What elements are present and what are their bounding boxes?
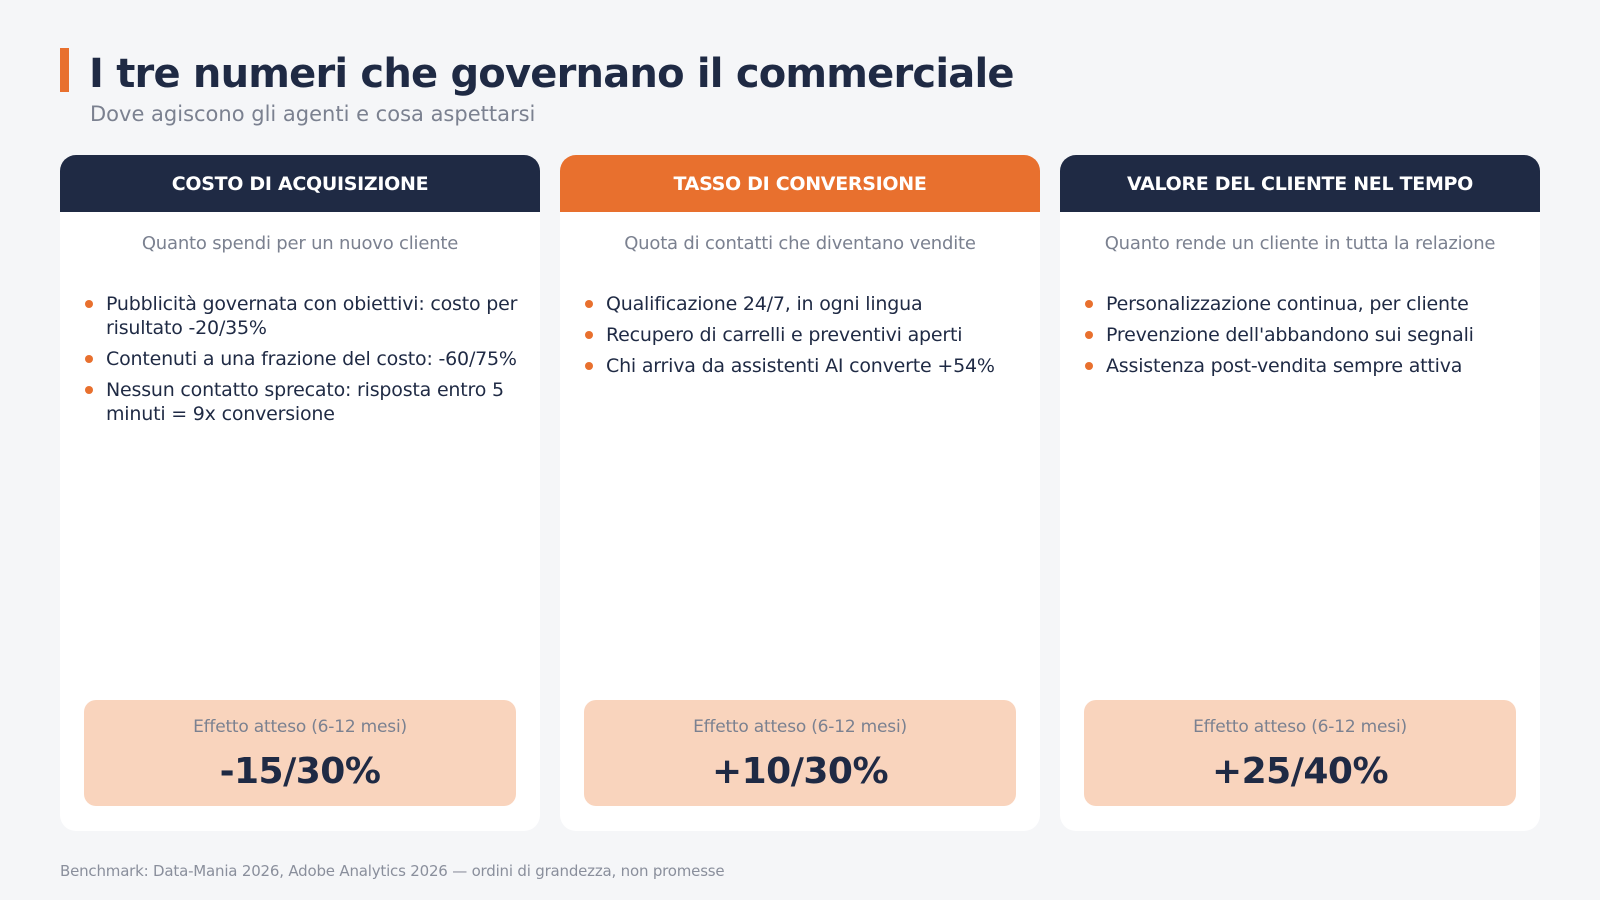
bullet-list: Pubblicità governata con obiettivi: cost… — [60, 292, 540, 426]
card-header: TASSO DI CONVERSIONE — [560, 155, 1040, 212]
effect-value: +10/30% — [711, 751, 889, 792]
bullet-item: Pubblicità governata con obiettivi: cost… — [84, 292, 518, 340]
bullet-item: Chi arriva da assistenti AI converte +54… — [584, 354, 1018, 378]
bullet-list: Personalizzazione continua, per cliente … — [1060, 292, 1540, 378]
bullet-item: Qualificazione 24/7, in ogni lingua — [584, 292, 1018, 316]
bullet-item: Personalizzazione continua, per cliente — [1084, 292, 1518, 316]
effect-label: Effetto atteso (6-12 mesi) — [693, 717, 907, 737]
effect-label: Effetto atteso (6-12 mesi) — [1193, 717, 1407, 737]
card-description: Quota di contatti che diventano vendite — [624, 233, 976, 254]
cards-row: COSTO DI ACQUISIZIONE Quanto spendi per … — [60, 155, 1542, 831]
expected-effect-box: Effetto atteso (6-12 mesi) -15/30% — [84, 700, 516, 806]
bullet-item: Contenuti a una frazione del costo: -60/… — [84, 347, 518, 371]
card-description: Quanto spendi per un nuovo cliente — [141, 233, 459, 254]
bullet-item: Nessun contatto sprecato: risposta entro… — [84, 378, 518, 426]
page-subtitle: Dove agiscono gli agenti e cosa aspettar… — [90, 102, 536, 126]
expected-effect-box: Effetto atteso (6-12 mesi) +10/30% — [584, 700, 1016, 806]
expected-effect-box: Effetto atteso (6-12 mesi) +25/40% — [1084, 700, 1516, 806]
bullet-item: Prevenzione dell'abbandono sui segnali — [1084, 323, 1518, 347]
bullet-list: Qualificazione 24/7, in ogni lingua Recu… — [560, 292, 1040, 378]
card-header: VALORE DEL CLIENTE NEL TEMPO — [1060, 155, 1540, 212]
card-conversion-rate: TASSO DI CONVERSIONE Quota di contatti c… — [560, 155, 1040, 831]
effect-value: +25/40% — [1211, 751, 1389, 792]
page-title: I tre numeri che governano il commercial… — [89, 51, 1014, 97]
bullet-item: Recupero di carrelli e preventivi aperti — [584, 323, 1018, 347]
footnote: Benchmark: Data-Mania 2026, Adobe Analyt… — [60, 862, 725, 880]
effect-value: -15/30% — [219, 751, 381, 792]
bullet-item: Assistenza post-vendita sempre attiva — [1084, 354, 1518, 378]
card-acquisition-cost: COSTO DI ACQUISIZIONE Quanto spendi per … — [60, 155, 540, 831]
effect-label: Effetto atteso (6-12 mesi) — [193, 717, 407, 737]
title-accent-bar — [60, 48, 69, 92]
card-description: Quanto rende un cliente in tutta la rela… — [1104, 233, 1496, 254]
card-header: COSTO DI ACQUISIZIONE — [60, 155, 540, 212]
card-customer-lifetime-value: VALORE DEL CLIENTE NEL TEMPO Quanto rend… — [1060, 155, 1540, 831]
